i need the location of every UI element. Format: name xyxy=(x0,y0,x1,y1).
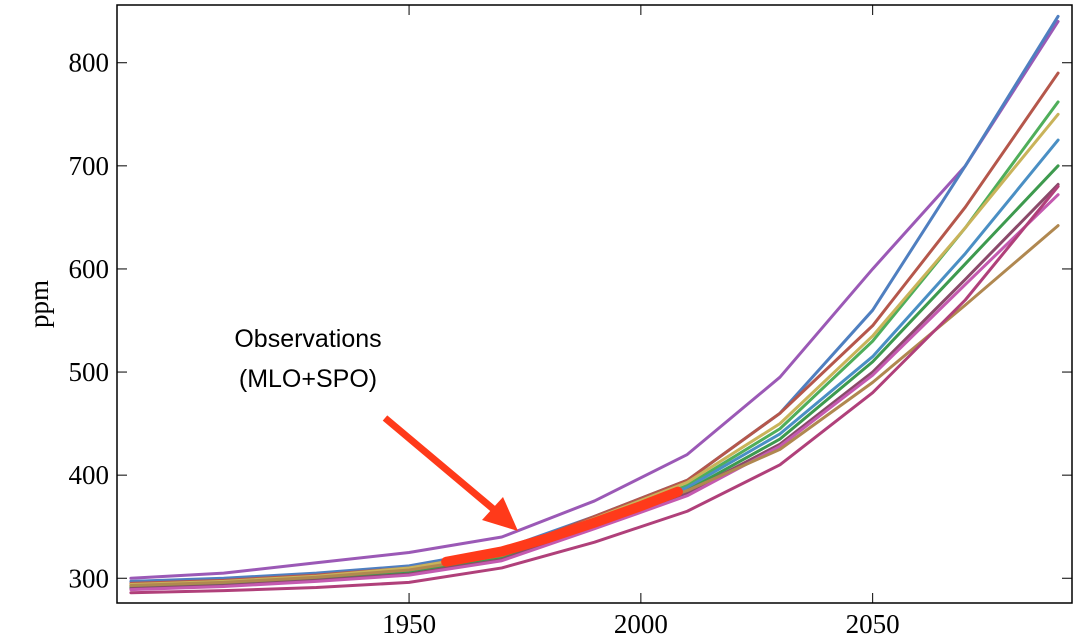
y-tick-label: 700 xyxy=(69,151,110,181)
series-line xyxy=(129,193,1060,592)
annotation: (MLO+SPO) xyxy=(239,365,377,393)
x-tick-label: 2050 xyxy=(846,609,900,639)
series-line xyxy=(129,14,1060,583)
plot-frame xyxy=(116,4,1073,604)
annotation: Observations xyxy=(234,325,381,353)
y-tick-label: 800 xyxy=(69,48,110,78)
observations-line xyxy=(441,486,683,567)
y-tick-label: 600 xyxy=(69,254,110,284)
arrow-shaft xyxy=(382,415,501,516)
y-tick-label: 500 xyxy=(69,357,110,387)
y-tick-label: 300 xyxy=(69,563,110,593)
plot-area xyxy=(129,14,1060,595)
arrow-head xyxy=(482,497,518,531)
series-line xyxy=(129,184,1060,595)
y-axis-label: ppm xyxy=(24,280,54,328)
x-tick-label: 2000 xyxy=(614,609,668,639)
x-tick-label: 1950 xyxy=(382,609,436,639)
y-tick-label: 400 xyxy=(69,460,110,490)
series-line xyxy=(129,19,1060,580)
